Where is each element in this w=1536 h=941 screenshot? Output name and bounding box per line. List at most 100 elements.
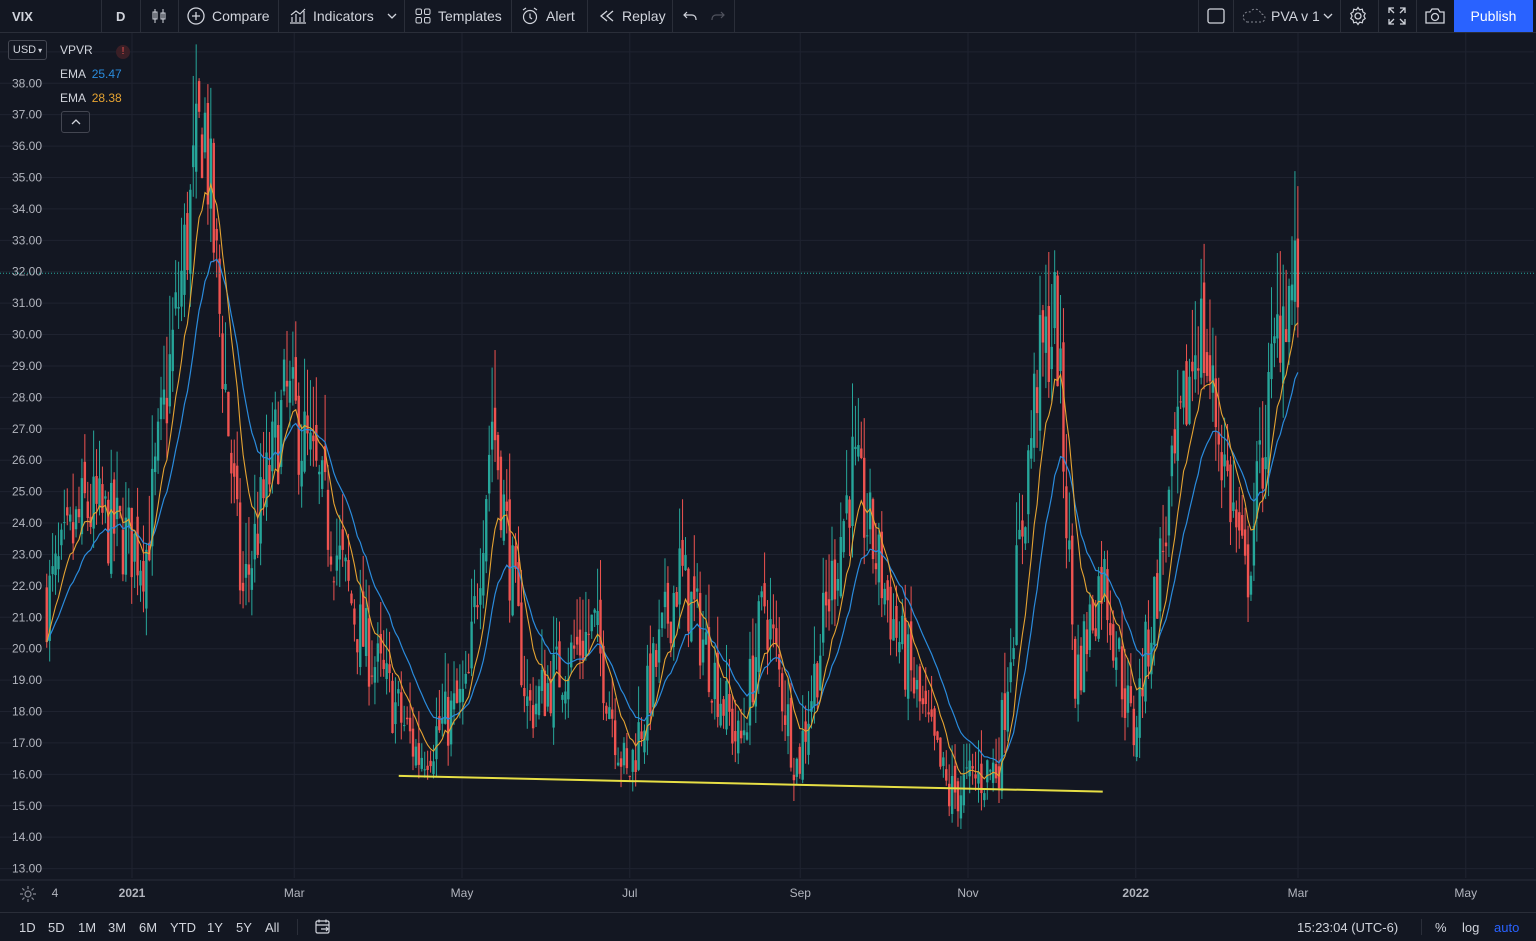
settings-button[interactable]	[1348, 0, 1368, 32]
candle-body	[1214, 378, 1218, 428]
indicators-button[interactable]: Indicators	[288, 0, 374, 32]
candlestick-series	[45, 44, 1300, 829]
candle-body	[338, 545, 341, 560]
candle-body	[74, 509, 78, 530]
top-toolbar: VIX D Compare Indicators Templates Alert…	[0, 0, 1536, 33]
range-button[interactable]: 1D	[19, 919, 36, 935]
candle-body	[1141, 688, 1144, 697]
candle-body	[95, 476, 98, 504]
time-tick-label: Mar	[1288, 886, 1309, 900]
vpvr-legend[interactable]: VPVR !	[60, 43, 131, 59]
alert-button[interactable]: Alert	[520, 0, 575, 32]
candle-body	[1120, 646, 1124, 700]
layout-name-button[interactable]: PVA v 1	[1241, 0, 1320, 32]
indicators-dropdown[interactable]	[386, 0, 398, 32]
layout-dropdown[interactable]	[1322, 0, 1334, 32]
candle-body	[780, 673, 784, 712]
calendar-arrow-icon	[315, 919, 330, 934]
candle-body	[461, 688, 465, 702]
candle-body	[303, 411, 306, 472]
replay-button[interactable]: Replay	[598, 0, 666, 32]
candle-body	[751, 655, 755, 703]
candle-body	[180, 270, 183, 307]
candle-body	[209, 138, 213, 209]
candle-body	[1015, 545, 1018, 645]
candle-body	[989, 770, 992, 772]
ema-legend-2[interactable]: EMA 28.38	[60, 91, 122, 105]
range-button[interactable]: 6M	[139, 919, 158, 935]
range-button[interactable]: 5D	[48, 919, 65, 935]
ema-label: EMA	[60, 91, 86, 105]
compare-button[interactable]: Compare	[186, 0, 270, 32]
clock-timezone[interactable]: 15:23:04 (UTC-6)	[1297, 919, 1399, 935]
candle-body	[312, 435, 315, 442]
candle-body	[417, 743, 421, 765]
candle-body	[1085, 629, 1089, 655]
candle-body	[1021, 520, 1024, 537]
price-tick-label: 18.00	[12, 705, 42, 719]
price-tick-label: 20.00	[12, 642, 42, 656]
candle-body	[994, 764, 998, 779]
undo-button[interactable]	[682, 0, 698, 32]
range-button[interactable]: 5Y	[236, 919, 252, 935]
vpvr-label: VPVR	[60, 43, 93, 57]
interval-button[interactable]: D	[116, 8, 126, 24]
candle-body	[816, 663, 819, 698]
candle-body	[1132, 708, 1135, 746]
alarm-clock-icon	[522, 7, 538, 25]
error-icon[interactable]: !	[116, 45, 131, 59]
range-button[interactable]: YTD	[170, 919, 196, 935]
range-button[interactable]: 3M	[108, 919, 127, 935]
log-scale-toggle[interactable]: log	[1462, 919, 1480, 935]
currency-label: USD	[12, 44, 37, 56]
chart-type-button[interactable]	[150, 0, 168, 32]
candle-body	[760, 591, 763, 598]
range-button[interactable]: 1M	[78, 919, 97, 935]
trendline[interactable]	[398, 774, 1103, 793]
price-axis[interactable]: 39.0038.0037.0036.0035.0034.0033.0032.00…	[12, 45, 42, 876]
price-chart[interactable]: 39.0038.0037.0036.0035.0034.0033.0032.00…	[0, 33, 1536, 911]
snapshot-button[interactable]	[1424, 0, 1446, 32]
templates-button[interactable]: Templates	[414, 0, 502, 32]
candle-body	[769, 619, 772, 640]
collapse-legend-button[interactable]	[61, 111, 90, 133]
candle-body	[318, 471, 321, 475]
candle-body	[1068, 540, 1071, 550]
candle-body	[801, 730, 804, 780]
price-tick-label: 29.00	[12, 359, 42, 373]
publish-button[interactable]: Publish	[1454, 0, 1533, 32]
goto-date-button[interactable]	[314, 913, 332, 941]
candle-body	[863, 457, 866, 538]
ema-label: EMA	[60, 67, 86, 81]
candle-body	[233, 463, 236, 477]
candle-body	[1018, 529, 1021, 540]
redo-button[interactable]	[710, 0, 726, 32]
candle-body	[1056, 275, 1059, 387]
divider	[1421, 919, 1422, 935]
candle-body	[950, 776, 954, 814]
divider	[1198, 0, 1199, 32]
candle-body	[200, 134, 204, 178]
candle-body	[514, 546, 517, 569]
fullscreen-button[interactable]	[1387, 0, 1407, 32]
candle-body	[871, 499, 875, 560]
candle-body	[101, 484, 104, 513]
range-button[interactable]: All	[265, 919, 280, 935]
price-tick-label: 30.00	[12, 328, 42, 342]
time-axis[interactable]: 42021MarMayJulSepNov2022MarMayJulSep	[0, 879, 1536, 900]
candle-body	[596, 610, 599, 626]
candle-body	[98, 478, 101, 508]
percent-scale-toggle[interactable]: %	[1435, 919, 1447, 935]
candle-body	[306, 415, 309, 434]
range-button[interactable]: 1Y	[207, 919, 223, 935]
price-tick-label: 16.00	[12, 767, 42, 781]
auto-scale-toggle[interactable]: auto	[1494, 919, 1520, 935]
symbol-search[interactable]: VIX	[12, 8, 33, 24]
currency-selector[interactable]: USD ▾	[8, 40, 47, 60]
ema-legend-1[interactable]: EMA 25.47	[60, 67, 122, 81]
fullscreen-toggle-button[interactable]	[1206, 0, 1226, 32]
candle-body	[1264, 457, 1267, 470]
axis-settings-button[interactable]	[19, 885, 37, 906]
candle-body	[244, 563, 248, 578]
candle-body	[857, 445, 860, 457]
